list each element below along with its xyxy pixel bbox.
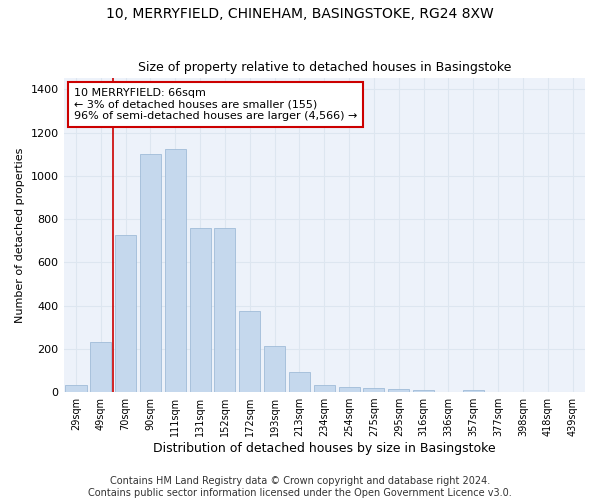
Text: 10, MERRYFIELD, CHINEHAM, BASINGSTOKE, RG24 8XW: 10, MERRYFIELD, CHINEHAM, BASINGSTOKE, R… <box>106 8 494 22</box>
Bar <box>214 228 235 392</box>
Bar <box>463 390 484 392</box>
Bar <box>264 346 285 392</box>
Text: Contains HM Land Registry data © Crown copyright and database right 2024.
Contai: Contains HM Land Registry data © Crown c… <box>88 476 512 498</box>
Bar <box>314 384 335 392</box>
Bar <box>413 390 434 392</box>
Bar <box>90 342 112 392</box>
Bar <box>190 228 211 392</box>
Bar <box>388 389 409 392</box>
Bar <box>115 236 136 392</box>
Bar <box>239 311 260 392</box>
Bar <box>165 148 186 392</box>
Text: 10 MERRYFIELD: 66sqm
← 3% of detached houses are smaller (155)
96% of semi-detac: 10 MERRYFIELD: 66sqm ← 3% of detached ho… <box>74 88 358 121</box>
Bar <box>289 372 310 392</box>
Title: Size of property relative to detached houses in Basingstoke: Size of property relative to detached ho… <box>137 62 511 74</box>
Y-axis label: Number of detached properties: Number of detached properties <box>15 148 25 323</box>
Bar <box>364 388 385 392</box>
X-axis label: Distribution of detached houses by size in Basingstoke: Distribution of detached houses by size … <box>153 442 496 455</box>
Bar <box>140 154 161 392</box>
Bar <box>338 386 359 392</box>
Bar <box>65 384 86 392</box>
